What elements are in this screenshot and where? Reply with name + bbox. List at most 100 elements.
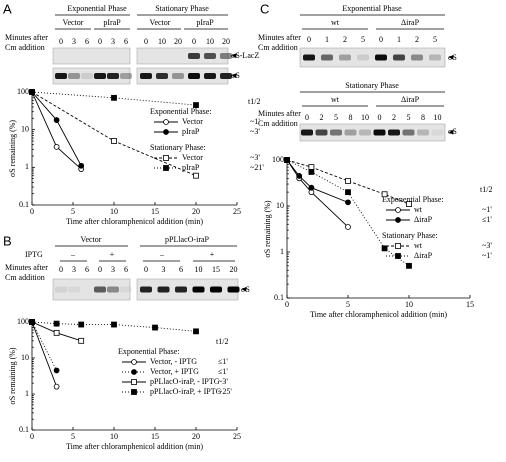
legend-label: wt	[414, 241, 423, 250]
legend-label: wt	[414, 205, 423, 214]
x-tick-label: 15	[151, 432, 159, 441]
band-arrow: ◄	[447, 52, 455, 61]
band	[402, 129, 415, 136]
legend-half-life: ~3'	[218, 377, 228, 386]
band	[188, 73, 200, 79]
lane-label: 0	[378, 113, 382, 122]
data-point	[308, 164, 315, 171]
legend-label: pIraP	[182, 163, 200, 172]
y-tick-label: 0.1	[19, 200, 29, 209]
data-point	[193, 172, 199, 179]
x-tick-label: 5	[71, 207, 75, 216]
series-line	[286, 159, 410, 267]
band	[192, 286, 205, 293]
legend-group-title: Exponential Phase:	[150, 107, 212, 116]
lane-label: 20	[222, 37, 230, 46]
x-axis-label: Time after chloramphenicol addition (min…	[66, 442, 203, 451]
band	[220, 73, 232, 79]
band	[140, 73, 152, 79]
band	[120, 73, 132, 79]
band	[303, 54, 315, 61]
y-tick-label: 0.1	[274, 293, 284, 302]
band	[339, 54, 351, 61]
band	[431, 129, 444, 136]
band	[375, 54, 387, 61]
legend-half-life: ~25'	[218, 387, 232, 396]
gel-header: Stationary Phase	[345, 81, 399, 90]
x-tick-label: 20	[192, 207, 200, 216]
legend-half-life: ~1'	[250, 117, 260, 126]
data-point	[345, 224, 351, 230]
lane-label: 2	[343, 35, 347, 44]
band-arrow: ◄	[447, 127, 455, 136]
iptg-sign: +	[110, 250, 115, 259]
band	[188, 53, 200, 59]
lane-label: 15	[212, 265, 220, 274]
legend-marker	[131, 379, 137, 385]
data-point	[308, 169, 315, 175]
band	[359, 129, 371, 136]
iptg-label: IPTG	[25, 250, 43, 259]
blot	[136, 47, 229, 65]
data-point	[78, 321, 85, 328]
lane-label: 2	[392, 113, 396, 122]
band	[210, 286, 222, 293]
x-tick-label: 5	[71, 432, 75, 441]
data-point	[78, 337, 85, 344]
data-point	[345, 189, 351, 196]
lane-label: 0	[379, 35, 383, 44]
y-tick-label: 1	[280, 247, 284, 256]
data-point	[296, 173, 303, 179]
data-point	[381, 191, 388, 198]
data-point	[53, 117, 60, 123]
band	[156, 73, 168, 79]
band	[68, 73, 80, 79]
series-line	[286, 159, 349, 203]
lane-label: 2	[320, 113, 324, 122]
gel-header: Exponential Phase	[67, 4, 127, 13]
y-tick-label: 1	[25, 162, 29, 171]
data-point	[284, 157, 290, 163]
y-tick-label: 100	[17, 317, 29, 326]
band-arrow: ◄	[230, 51, 238, 60]
data-point	[29, 89, 35, 95]
band	[321, 54, 333, 61]
band	[330, 129, 342, 136]
blot	[52, 67, 131, 85]
band	[140, 286, 152, 293]
lane-label: 3	[111, 37, 115, 46]
data-point	[53, 367, 60, 374]
legend-label: pPLlacO-iraP, - IPTG	[150, 377, 220, 386]
lane-label: 10	[195, 265, 203, 274]
series-line	[31, 321, 58, 387]
gel-group: Vector	[63, 18, 84, 27]
lane-label: 0	[59, 265, 63, 274]
lane-label: 0	[305, 113, 309, 122]
x-tick-label: 15	[151, 207, 159, 216]
band	[175, 286, 187, 293]
band	[344, 129, 357, 136]
lane-label: 0	[59, 37, 63, 46]
band	[157, 286, 170, 293]
series-line	[31, 91, 82, 166]
band	[172, 73, 184, 79]
gel-group: ΔiraP	[401, 95, 420, 104]
iptg-sign: –	[159, 250, 165, 259]
row-label: Cm addition	[5, 43, 45, 52]
y-tick-label: 100	[17, 87, 29, 96]
gel-group: Vector	[150, 18, 171, 27]
band-label: σS	[231, 71, 240, 80]
lane-label: 3	[162, 265, 166, 274]
legend-marker	[131, 359, 137, 365]
x-tick-label: 15	[466, 300, 474, 309]
lane-label: 2	[415, 35, 419, 44]
blot	[52, 47, 131, 65]
data-point	[193, 102, 199, 108]
legend-half-life: ≤1'	[482, 215, 492, 224]
legend-group-title: Stationary Phase:	[150, 143, 206, 152]
legend-marker	[395, 253, 401, 259]
lane-label: 8	[349, 113, 353, 122]
legend-heading: t1/2	[216, 337, 228, 346]
y-axis-label: σS remaining (%)	[263, 200, 272, 258]
